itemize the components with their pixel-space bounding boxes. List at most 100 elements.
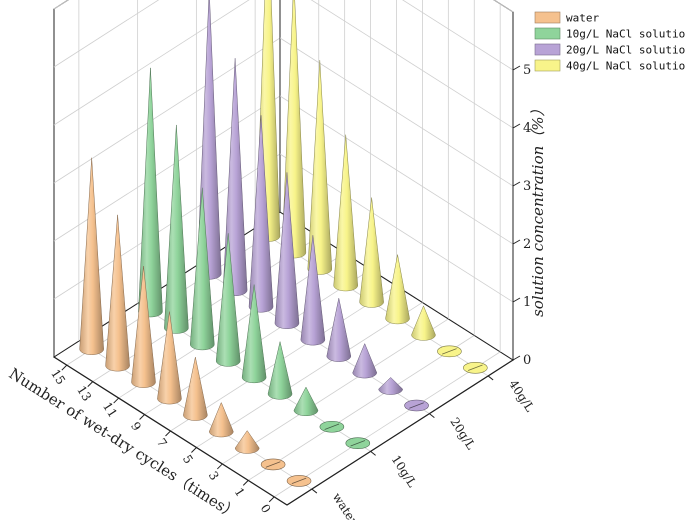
z-tick-label: 2 (523, 237, 531, 252)
z-tick (512, 355, 521, 361)
cone-mark (248, 115, 274, 313)
legend-label: water (566, 12, 599, 25)
cone-body (248, 115, 274, 313)
floor-gridline (273, 351, 501, 498)
z-axis-label: solution concentration（%） (529, 101, 547, 316)
cone-body (293, 386, 319, 417)
z-tick-label: 5 (523, 63, 531, 78)
cone-mark (463, 362, 488, 374)
cone-body (105, 214, 130, 372)
cone-mark (352, 342, 377, 379)
cone-base-mark (324, 423, 340, 430)
cone-mark (209, 401, 234, 438)
y-tick-label: 20g/L (447, 415, 478, 452)
y-tick-label: 40g/L (506, 377, 537, 414)
cone-mark (105, 214, 130, 372)
legend-label: 10g/L NaCl solution (566, 28, 685, 41)
x-tick (216, 463, 223, 470)
cone-body (241, 284, 267, 384)
x-tick-label: 1 (232, 485, 248, 499)
x-tick (268, 496, 275, 503)
z-tick-label: 4 (523, 121, 531, 136)
cone-layer (79, 0, 488, 487)
cone-mark (411, 305, 436, 341)
z-tick (512, 181, 521, 187)
cone-mark (183, 356, 208, 421)
cone-body (190, 187, 215, 351)
x-tick-label: 11 (100, 400, 120, 420)
cone-body (333, 134, 358, 292)
wall-gridline (53, 0, 250, 126)
cone-mark (286, 475, 312, 487)
cone-base-mark (350, 440, 366, 447)
cone-mark (437, 345, 462, 358)
x-tick (61, 364, 68, 371)
legend-swatch (534, 43, 561, 56)
cone-body (234, 430, 260, 454)
cone-body (300, 235, 326, 346)
cone-mark (215, 233, 241, 367)
legend-swatch (534, 59, 561, 72)
cone-mark (359, 197, 384, 308)
cone-body (79, 157, 104, 355)
cone-body (131, 266, 156, 388)
cone-mark (404, 399, 429, 412)
cone-mark (274, 172, 300, 329)
x-tick (87, 381, 94, 387)
x-tick (191, 447, 197, 453)
cone-mark (241, 284, 267, 384)
cone-base-mark (409, 402, 424, 409)
cone-body (157, 311, 182, 405)
legend-swatch (534, 11, 561, 24)
cone-body (352, 342, 377, 379)
cone-body (267, 341, 293, 400)
cone-body (215, 233, 241, 367)
legend-label: 20g/L NaCl solution (566, 44, 685, 57)
x-tick-label: 3 (206, 469, 222, 483)
z-tick-label: 3 (523, 179, 531, 194)
cone-mark (164, 124, 189, 334)
cone-mark (319, 420, 345, 433)
legend: water 10g/L NaCl solution 20g/L NaCl solut… (534, 11, 685, 73)
cone-mark (345, 437, 371, 450)
cone-mark (385, 254, 410, 325)
x-tick (242, 480, 249, 486)
x-tick (113, 397, 120, 404)
x-tick-label: 5 (180, 452, 196, 466)
y-tick (311, 488, 318, 494)
x-tick (165, 430, 171, 437)
cone-body (274, 172, 300, 329)
y-tick-label: water (330, 490, 361, 520)
z-tick-label: 0 (523, 353, 531, 368)
z-tick (512, 239, 521, 245)
cone-mark (333, 134, 358, 292)
cone-mark (157, 311, 182, 405)
cone-base-mark (442, 348, 457, 355)
cone-mark (131, 266, 156, 388)
legend-label: 40g/L NaCl solution (566, 60, 685, 73)
legend-swatch (534, 27, 561, 40)
x-tick-label: 15 (48, 367, 68, 387)
cone-body (385, 254, 410, 325)
cone-mark (300, 235, 326, 346)
floor-gridline (248, 335, 475, 481)
floor-gridline (196, 302, 423, 448)
cone-mark (234, 430, 260, 454)
x-tick-label: 9 (128, 419, 144, 433)
cone-body (183, 356, 208, 421)
cone-body (411, 305, 436, 341)
cone-mark (79, 157, 104, 355)
z-tick (512, 123, 521, 129)
wall-gridline (53, 0, 160, 68)
y-tick-label: 10g/L (389, 453, 420, 490)
cone-mark (190, 187, 215, 351)
cone-body (209, 401, 234, 438)
z-axis: 0 1 2 3 4 5 solution concentration（%） (512, 12, 547, 368)
x-tick-label: 7 (154, 436, 170, 450)
x-tick-label: 0 (258, 502, 274, 516)
cone-body (164, 124, 189, 334)
cone-base-mark (467, 364, 483, 371)
cone-mark (260, 458, 286, 471)
